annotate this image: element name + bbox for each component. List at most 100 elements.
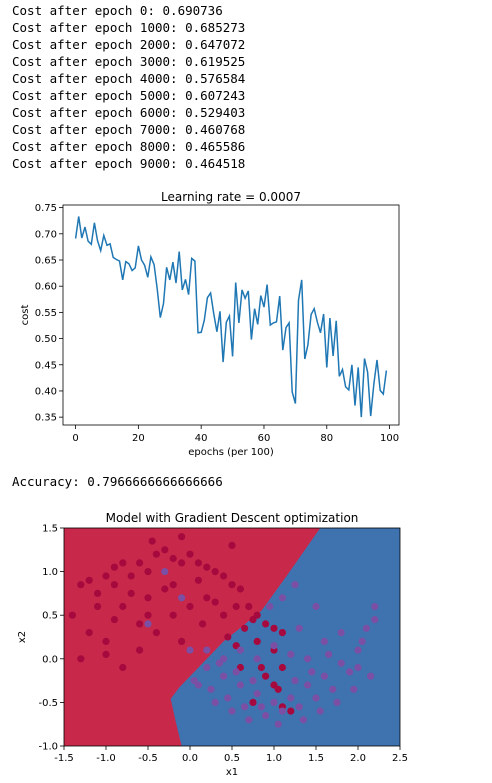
class-blue-point — [291, 581, 299, 589]
class-blue-point — [371, 616, 379, 624]
class-blue-point — [232, 668, 240, 676]
class-blue-point — [144, 620, 152, 628]
y-tick-label: -1.0 — [38, 742, 58, 753]
class-red-point — [245, 602, 253, 611]
y-tick-label: 0.5 — [42, 611, 58, 622]
x-axis-label: epochs (per 100) — [188, 447, 274, 458]
x-tick-label: -0.5 — [138, 753, 158, 764]
class-red-point — [144, 594, 152, 602]
class-red-point — [253, 637, 261, 646]
class-blue-point — [270, 642, 278, 650]
y-tick-label: 1.5 — [42, 524, 58, 535]
x-axis-label: x1 — [226, 767, 238, 778]
class-blue-point — [337, 659, 345, 667]
log-line: Cost after epoch 7000: 0.460768 — [12, 122, 246, 137]
class-red-point — [68, 611, 76, 619]
x-tick-label: 0.0 — [182, 753, 198, 764]
x-tick-label: 1.0 — [266, 753, 282, 764]
log-line: Cost after epoch 6000: 0.529403 — [12, 105, 246, 120]
class-red-point — [102, 637, 110, 646]
class-red-point — [152, 550, 160, 558]
class-blue-point — [371, 602, 379, 611]
class-blue-point — [274, 720, 282, 728]
class-red-point — [249, 698, 257, 707]
x-tick-label: 2.5 — [392, 753, 408, 764]
class-red-point — [144, 568, 152, 576]
class-red-point — [203, 594, 211, 602]
class-blue-point — [358, 637, 366, 646]
y-tick-label: 1.0 — [42, 567, 58, 578]
y-tick-label: 0.50 — [35, 334, 57, 345]
class-red-point — [211, 598, 219, 606]
cost-series-line — [74, 216, 388, 418]
y-tick-label: 0.40 — [35, 386, 57, 397]
class-red-point — [110, 616, 118, 624]
class-red-point — [136, 620, 144, 628]
plot-area — [63, 205, 399, 425]
class-red-point — [77, 581, 85, 589]
class-blue-point — [211, 698, 219, 707]
class-blue-point — [278, 707, 286, 715]
class-red-point — [119, 663, 127, 672]
class-blue-point — [346, 668, 354, 676]
x-tick-label: 20 — [132, 433, 145, 444]
y-tick-label: 0.70 — [35, 229, 57, 240]
class-red-point — [257, 663, 265, 672]
class-red-point — [262, 620, 270, 628]
class-blue-point — [350, 685, 358, 693]
log-line: Cost after epoch 0: 0.690736 — [12, 3, 223, 18]
class-blue-point — [257, 703, 265, 711]
log-line: Cost after epoch 2000: 0.647072 — [12, 37, 246, 52]
y-tick-label: 0.0 — [42, 654, 58, 665]
class-red-point — [278, 663, 286, 672]
class-blue-point — [295, 624, 303, 632]
class-blue-point — [287, 650, 295, 659]
log-line: Cost after epoch 4000: 0.576584 — [12, 71, 246, 86]
class-blue-point — [249, 677, 257, 685]
y-axis-label: x2 — [17, 631, 28, 643]
x-tick-label: 100 — [380, 433, 399, 444]
class-blue-point — [291, 677, 299, 685]
class-blue-point — [203, 646, 211, 654]
class-red-point — [228, 581, 236, 589]
class-blue-point — [278, 594, 286, 602]
x-tick-label: 60 — [258, 433, 271, 444]
class-red-point — [94, 589, 102, 598]
class-blue-point — [203, 663, 211, 672]
class-blue-point — [220, 672, 228, 680]
y-tick-label: 0.65 — [35, 256, 57, 267]
class-blue-point — [362, 624, 370, 632]
class-blue-point — [299, 716, 307, 724]
class-blue-point — [367, 672, 375, 680]
class-red-point — [186, 602, 194, 611]
class-blue-point — [329, 685, 337, 693]
class-red-point — [169, 581, 177, 589]
class-blue-point — [312, 602, 320, 611]
class-red-point — [186, 550, 194, 558]
x-tick-label: 0.5 — [224, 753, 240, 764]
x-tick-label: 2.0 — [350, 753, 366, 764]
log-line: Cost after epoch 8000: 0.465586 — [12, 139, 246, 154]
class-red-point — [169, 611, 177, 619]
class-blue-point — [186, 646, 194, 654]
class-blue-point — [207, 685, 215, 693]
x-tick-label: -1.0 — [96, 753, 116, 764]
class-blue-point — [354, 646, 362, 654]
class-blue-point — [236, 646, 244, 654]
class-red-point — [287, 707, 295, 715]
x-tick-label: 80 — [320, 433, 333, 444]
class-red-point — [270, 624, 278, 632]
class-blue-point — [333, 698, 341, 707]
class-blue-point — [266, 602, 274, 611]
plot-frame — [62, 204, 400, 426]
log-line: Cost after epoch 5000: 0.607243 — [12, 88, 246, 103]
region-red — [64, 528, 321, 746]
class-red-point — [178, 533, 186, 541]
chart-title: Model with Gradient Descent optimization — [106, 511, 359, 525]
class-red-point — [203, 563, 211, 571]
class-blue-point — [304, 681, 312, 689]
cost-line-chart: 0 20 40 60 80 100 0.35 0.40 0.45 0.50 0.55 0.60 0.65… — [20, 190, 400, 458]
class-red-point — [169, 554, 177, 563]
class-red-point — [236, 585, 244, 593]
